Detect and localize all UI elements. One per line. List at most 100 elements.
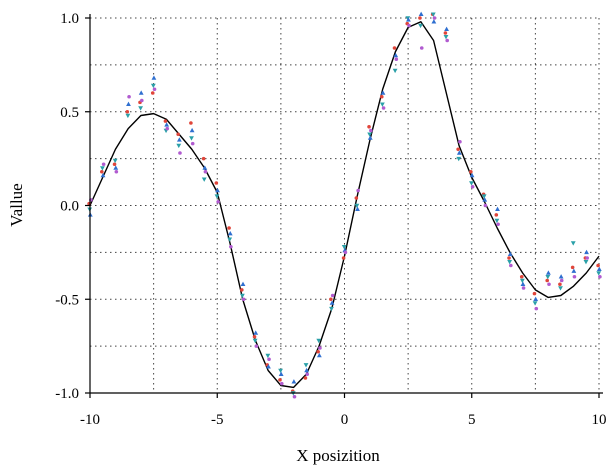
data-point [392, 46, 397, 50]
data-point [112, 162, 117, 167]
data-point [532, 301, 538, 306]
data-point [291, 379, 297, 384]
data-point [520, 281, 526, 287]
data-point [240, 288, 244, 292]
data-point [598, 274, 602, 279]
data-point [570, 265, 575, 270]
data-point [127, 94, 131, 99]
data-point [229, 244, 233, 249]
data-point [380, 90, 386, 95]
data-point [558, 282, 562, 287]
data-point [114, 169, 119, 174]
data-point [431, 19, 437, 24]
data-point [393, 52, 399, 58]
y-axis-label: Vallue [7, 183, 26, 226]
data-point [533, 296, 539, 302]
data-point [140, 98, 144, 103]
x-axis-label: X posizition [296, 446, 380, 465]
data-point [583, 259, 589, 265]
data-point [570, 241, 576, 246]
data-point [278, 378, 282, 382]
data-point [585, 256, 589, 260]
data-point [152, 87, 157, 92]
data-point [443, 31, 448, 35]
data-point [150, 91, 155, 95]
data-point [341, 244, 347, 250]
fitted-curve [89, 21, 600, 389]
data-point [305, 372, 310, 377]
data-point [494, 218, 500, 224]
data-point [201, 177, 207, 182]
data-point [178, 151, 182, 155]
data-point [329, 306, 334, 312]
data-point [558, 286, 563, 291]
data-point [227, 226, 231, 230]
data-point [456, 156, 462, 162]
data-point [303, 376, 308, 380]
data-point [112, 158, 118, 164]
data-point [521, 286, 526, 290]
data-point [456, 147, 460, 152]
data-point [227, 237, 233, 242]
data-point [214, 181, 219, 185]
y-tick-label: 0.5 [60, 105, 79, 121]
data-point [596, 271, 602, 276]
data-point [304, 367, 310, 373]
data-point [367, 135, 373, 140]
data-point [558, 274, 564, 279]
data-point [100, 166, 105, 171]
data-point [444, 26, 449, 32]
data-point [266, 364, 271, 369]
x-tick-label: -5 [211, 412, 224, 428]
data-point [125, 109, 130, 114]
data-point [303, 363, 309, 368]
data-point [176, 143, 182, 149]
data-point [445, 38, 450, 43]
data-point [381, 106, 386, 110]
data-point [176, 132, 180, 137]
data-point [532, 291, 537, 296]
data-point [394, 57, 399, 62]
data-point [165, 126, 170, 131]
data-point [519, 274, 524, 279]
data-point [545, 278, 549, 283]
data-point [596, 266, 602, 272]
tick-labels: -10 -5 0 5 10 -1.0 -0.5 0.0 0.5 1.0 [55, 11, 606, 428]
data-point [584, 249, 589, 255]
data-point [367, 124, 371, 129]
data-point [279, 381, 284, 386]
data-point [164, 122, 170, 127]
data-point [481, 194, 487, 199]
data-point [369, 128, 373, 133]
data-point [189, 127, 195, 133]
data-point [496, 222, 500, 227]
data-point [278, 368, 283, 374]
data-point [216, 199, 220, 204]
data-point [253, 330, 259, 335]
data-point [494, 213, 499, 217]
data-point [469, 172, 475, 178]
data-point [355, 206, 360, 212]
data-point [571, 268, 577, 273]
data-point [214, 194, 220, 199]
data-point [113, 165, 119, 170]
curve-line [89, 21, 600, 389]
data-point [482, 197, 488, 202]
data-point [215, 187, 220, 193]
data-point [316, 349, 320, 354]
data-point [138, 90, 144, 95]
data-point [330, 293, 335, 298]
data-point [456, 150, 462, 155]
data-point [341, 256, 346, 260]
data-point [100, 169, 104, 174]
data-point [458, 139, 462, 144]
data-point [241, 297, 246, 302]
data-point [151, 75, 157, 80]
data-point [469, 169, 473, 174]
data-point [534, 306, 539, 311]
data-point [265, 353, 271, 359]
data-point [252, 338, 258, 344]
data-point [329, 300, 335, 305]
data-point [227, 231, 233, 236]
